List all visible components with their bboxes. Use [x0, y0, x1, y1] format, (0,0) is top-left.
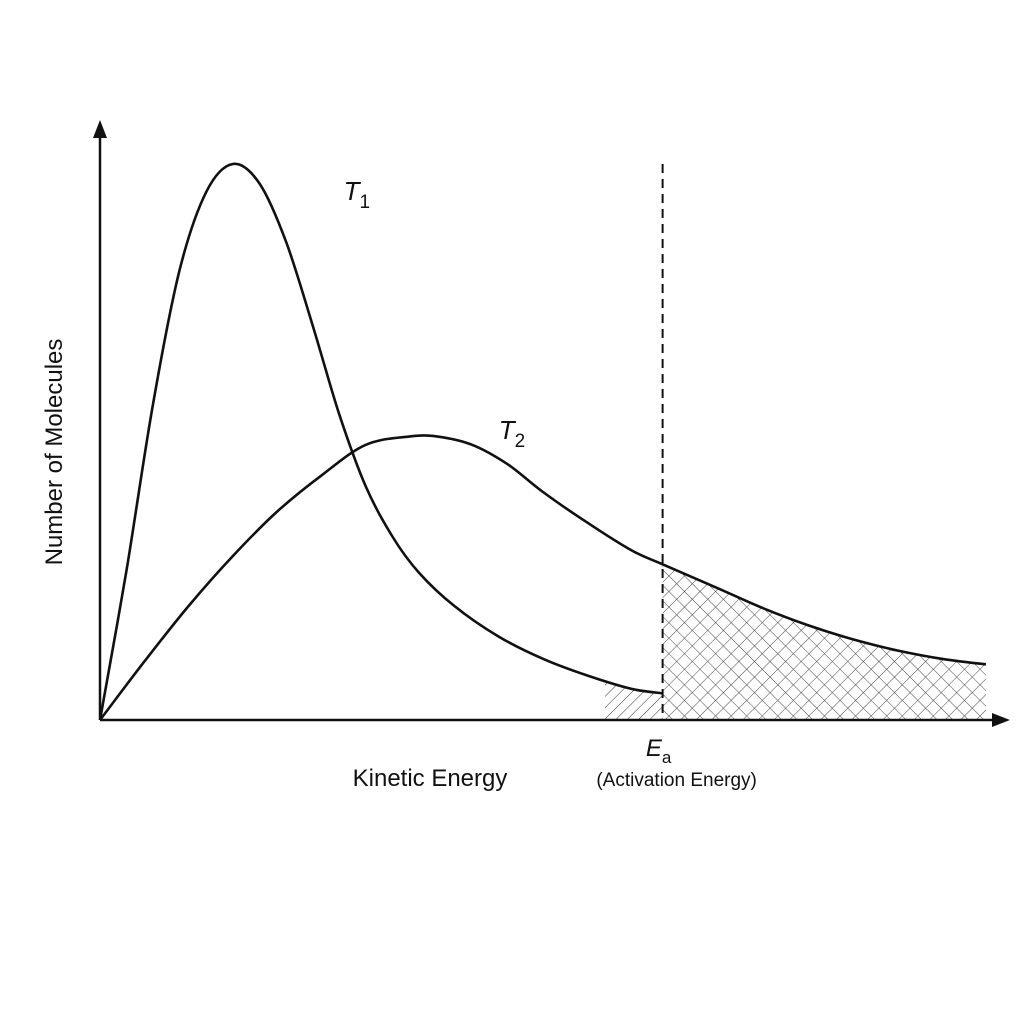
- series-label-2: T2: [499, 415, 525, 452]
- series-layer: [98, 162, 987, 721]
- series-line-t1: [98, 162, 663, 721]
- series-label-subscript: 1: [360, 192, 371, 213]
- y-axis-label: Number of Molecules: [41, 339, 68, 566]
- activation-energy-subscript: a: [662, 748, 672, 767]
- series-label-1: T1: [344, 176, 370, 213]
- shading-layer: [605, 564, 986, 720]
- activation-energy-label: Ea: [646, 735, 672, 767]
- activation-energy-symbol: E: [646, 735, 663, 762]
- shaded-area-t1: [605, 680, 663, 720]
- series-label-symbol: T: [344, 176, 362, 206]
- x-axis-arrow-icon: [992, 713, 1010, 727]
- shaded-area-t2: [662, 564, 986, 720]
- axes: [93, 120, 1010, 727]
- x-axis-label: Kinetic Energy: [353, 765, 508, 792]
- series-label-subscript: 2: [515, 431, 526, 452]
- y-axis-arrow-icon: [93, 120, 107, 138]
- series-label-symbol: T: [499, 415, 517, 445]
- series-line-t2: [98, 434, 987, 721]
- activation-energy-caption: (Activation Energy): [596, 770, 757, 791]
